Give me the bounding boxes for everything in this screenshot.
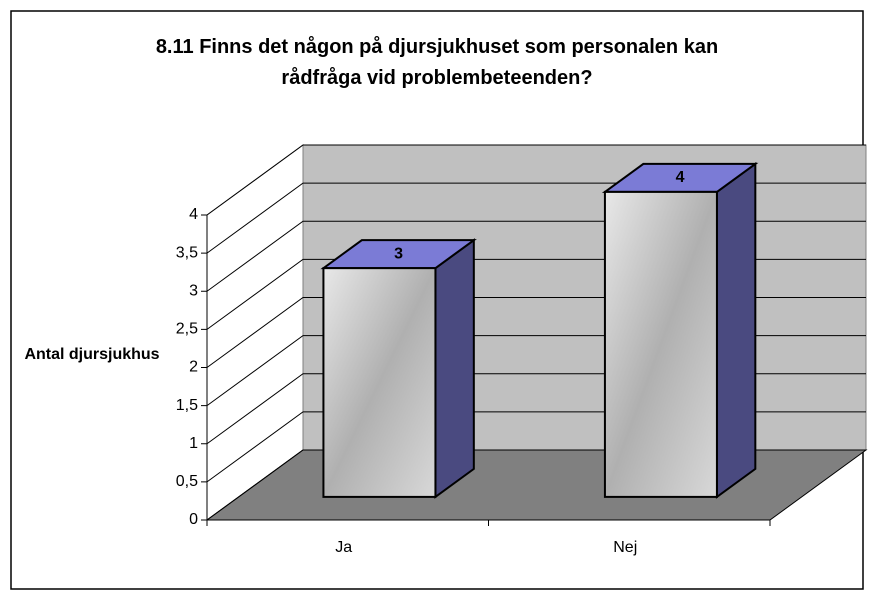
y-tick-label: 3,5: [176, 244, 198, 261]
value-label: 4: [676, 169, 685, 186]
chart-title: 8.11 Finns det någon på djursjukhuset so…: [155, 36, 719, 89]
y-axis-label: Antal djursjukhus: [24, 346, 160, 363]
floor: [205, 449, 868, 521]
x-tick-label: Ja: [335, 539, 352, 556]
y-tick-label: 4: [189, 206, 198, 223]
y-tick-label: 1,5: [176, 397, 198, 414]
grid-line: [206, 144, 866, 216]
bar: [322, 267, 437, 498]
y-tick-label: 3: [189, 282, 198, 299]
y-tick-label: 2,5: [176, 321, 198, 338]
bar: [603, 190, 718, 498]
y-tick-label: 2: [189, 359, 198, 376]
y-tick-label: 1: [189, 435, 198, 452]
value-label: 3: [394, 245, 403, 262]
y-tick-label: 0: [189, 511, 198, 528]
bar-side: [434, 238, 475, 499]
bar-side: [715, 161, 757, 499]
x-tick-label: Nej: [613, 539, 637, 556]
y-tick-label: 0,5: [176, 473, 198, 490]
